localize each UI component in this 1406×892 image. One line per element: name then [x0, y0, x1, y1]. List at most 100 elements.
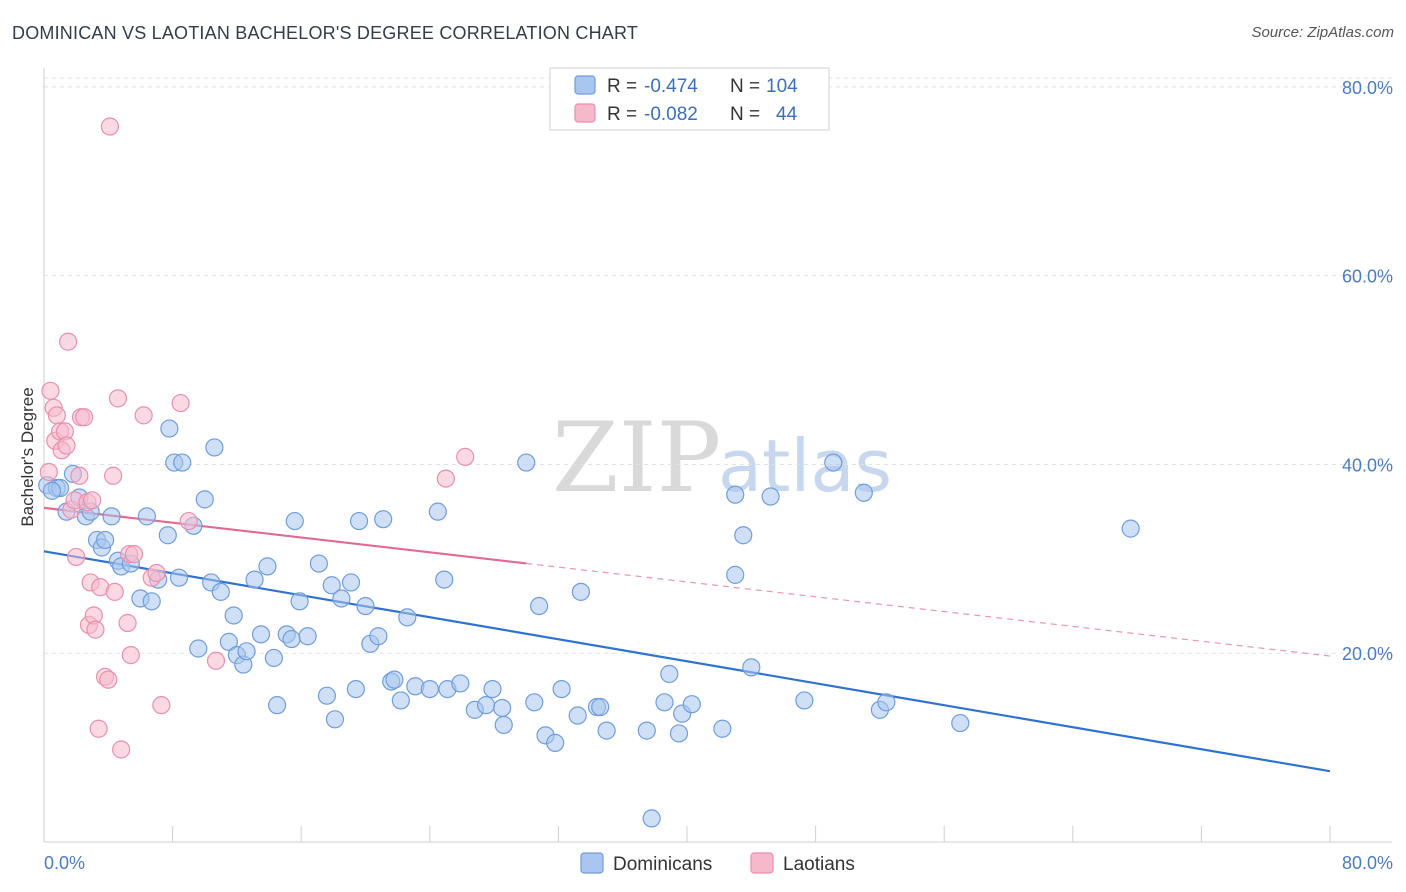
laotian-point [100, 117, 120, 136]
dominican-point [237, 642, 256, 661]
dominican-point [525, 693, 544, 712]
x-tick-label: 80.0% [1342, 853, 1393, 873]
dominican-point [369, 627, 388, 646]
dominican-point [158, 526, 177, 545]
dominican-point [195, 490, 214, 509]
dominican-point [824, 453, 843, 472]
dominican-point [298, 627, 317, 646]
laotian-point [121, 646, 140, 665]
dominican-point [726, 565, 745, 584]
series-legend: Dominicans Laotians [580, 852, 855, 875]
dominican-point [325, 710, 345, 729]
legend-n-value-dominicans: 104 [766, 76, 798, 97]
laotian-point [456, 447, 475, 466]
dominican-point [245, 570, 264, 589]
y-tick-label: 40.0% [1342, 455, 1393, 475]
dominican-point [669, 724, 689, 743]
dominican-point [1121, 519, 1140, 538]
dominican-point [267, 696, 287, 715]
laotian-points [39, 117, 475, 759]
y-axis-label: Bachelor's Degree [18, 387, 37, 526]
laotian-point [147, 563, 166, 583]
dominican-point [642, 809, 661, 828]
dominican-point [341, 573, 361, 592]
dominican-point [169, 568, 189, 587]
legend-n-label-dominicans: N = [730, 76, 760, 97]
dominican-point [552, 679, 571, 699]
watermark: ZIP atlas [552, 402, 892, 514]
laotian-point [86, 620, 105, 639]
source-credit: Source: ZipAtlas.com [1251, 24, 1394, 41]
dominican-point [637, 721, 656, 740]
legend-r-value-dominicans: -0.474 [644, 76, 698, 97]
dominican-point [95, 530, 115, 550]
dominican-point [726, 485, 745, 504]
dominican-point [420, 679, 439, 699]
legend-n-label-laotians: N = [730, 104, 760, 125]
legend-n-value-laotians: 44 [776, 104, 798, 125]
dominican-point [42, 481, 62, 500]
dominican-point [761, 487, 780, 506]
dominican-point [398, 608, 417, 627]
dominican-point [476, 696, 496, 715]
dominican-point [251, 625, 271, 644]
laotian-point [108, 389, 128, 408]
dominican-point [317, 686, 337, 705]
legend-swatch-laotians [574, 103, 596, 123]
y-tick-label: 60.0% [1342, 267, 1393, 287]
laotian-point [41, 381, 60, 400]
watermark-zip: ZIP [552, 402, 721, 514]
dominican-point [591, 697, 610, 717]
dominican-point [374, 510, 393, 529]
correlation-legend: R = -0.474 N = 104 R = -0.082 N = 44 [549, 67, 830, 131]
laotian-point [124, 545, 144, 564]
dominican-point [951, 713, 970, 733]
laotian-point [57, 436, 76, 455]
dominican-point [493, 698, 512, 718]
axes [43, 68, 1392, 843]
dominican-point [332, 589, 351, 608]
dominican-point [854, 483, 873, 502]
laotian-point [152, 696, 171, 715]
dominican-point [391, 691, 410, 710]
dominican-point [546, 733, 565, 752]
dominican-point [224, 606, 243, 625]
legend-box [549, 67, 830, 131]
laotian-point [436, 469, 455, 488]
laotian-point [104, 466, 123, 485]
dominican-point [285, 511, 304, 531]
dominican-point [189, 639, 208, 658]
dominican-point [795, 691, 814, 710]
legend-r-label-laotians: R = [607, 104, 637, 125]
dominican-point [322, 576, 341, 595]
laotian-point [171, 393, 190, 413]
dominican-point [385, 670, 404, 689]
trend-lines [43, 506, 1331, 773]
laotian-point [112, 740, 131, 759]
dominican-point [483, 679, 502, 699]
dominican-point [451, 674, 470, 693]
y-tick-label: 80.0% [1342, 78, 1393, 98]
dominican-point [568, 706, 587, 725]
dominican-point [494, 715, 513, 735]
dominican-point [734, 526, 753, 545]
dominican-point [660, 664, 679, 684]
dominican-point [349, 511, 369, 531]
y-tick-label: 20.0% [1342, 644, 1393, 664]
dominican-trend-line [43, 550, 1331, 773]
dominican-point [264, 648, 283, 668]
dominican-point [290, 592, 309, 611]
x-tick-label: 0.0% [44, 853, 85, 873]
laotian-point [134, 406, 153, 425]
laotian-point [39, 462, 58, 482]
dominican-point [682, 695, 701, 714]
laotian-point [206, 651, 226, 670]
dominican-point [102, 507, 121, 526]
laotian-trend-line [43, 506, 527, 565]
dominican-point [282, 629, 301, 649]
legend-r-label-dominicans: R = [607, 76, 637, 97]
dominican-point [655, 693, 674, 712]
series-swatch-laotians [750, 852, 774, 874]
dominican-point [205, 438, 224, 457]
